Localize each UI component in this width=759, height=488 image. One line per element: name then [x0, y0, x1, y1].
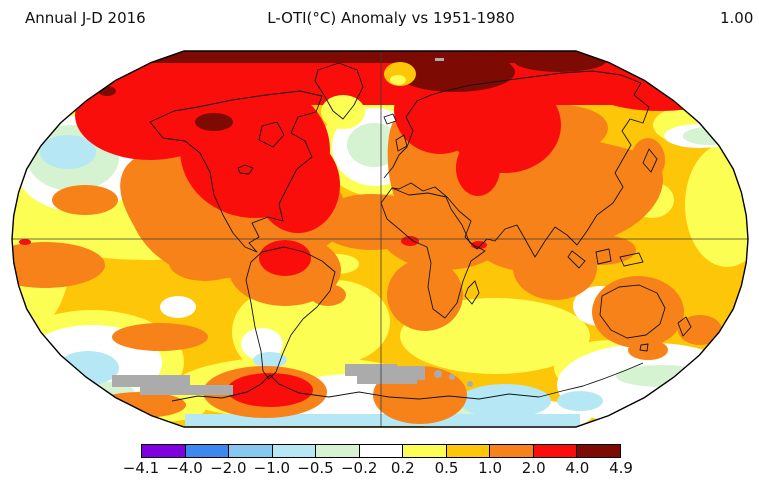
- colorbar-segment: [446, 445, 490, 457]
- regions-dark-red: [98, 51, 620, 131]
- coast-madagascar: [464, 280, 480, 305]
- period-label: Annual J-D 2016: [25, 9, 146, 27]
- coast-new-guinea: [619, 252, 644, 267]
- coast-sumatra: [567, 250, 586, 269]
- colorbar-segment: [316, 445, 359, 457]
- regions-patches: [321, 62, 416, 129]
- regions-light-cyan: [40, 135, 603, 426]
- colorbar-segment: [359, 445, 403, 457]
- colorbar-tick: 2.0: [521, 459, 546, 477]
- colorbar-tick: −4.0: [166, 459, 203, 477]
- colorbar-segment: [229, 445, 272, 457]
- colorbar-tick: 4.9: [609, 459, 633, 477]
- colorbar-tick: 0.2: [390, 459, 415, 477]
- graticule: [12, 51, 748, 427]
- coast-new-zealand: [677, 316, 692, 337]
- coast-greenland: [314, 62, 364, 120]
- coast-great-lakes: [237, 164, 254, 175]
- coastlines: [149, 62, 692, 402]
- colorbar-tick-labels: −4.1 −4.0 −2.0 −1.0 −0.5 −0.2 0.2 0.5 1.…: [123, 459, 633, 477]
- coast-tasmania: [639, 343, 649, 352]
- colorbar-tick: −4.1: [122, 459, 160, 477]
- coast-south-america: [245, 246, 336, 380]
- colorbar-tick: −0.5: [297, 459, 334, 477]
- coast-eurasia: [383, 70, 650, 258]
- regions-missing-data: [112, 58, 473, 395]
- coast-britain: [395, 134, 408, 152]
- coast-borneo: [595, 248, 612, 265]
- colorbar-segment: [272, 445, 316, 457]
- colorbar-tick: −1.0: [253, 459, 291, 477]
- coast-mediterranean: [391, 182, 448, 198]
- figure-title: L-OTI(°C) Anomaly vs 1951-1980: [267, 9, 515, 27]
- colorbar-segment: [533, 445, 577, 457]
- colorbar-segment: [403, 445, 446, 457]
- colorbar-tick: 0.5: [434, 459, 459, 477]
- coast-hudson-bay: [258, 121, 285, 148]
- coast-north-america: [149, 90, 323, 253]
- colorbar-tick: −0.2: [340, 459, 378, 477]
- colorbar-tick: 1.0: [478, 459, 503, 477]
- colorbar-tick: 4.0: [565, 459, 590, 477]
- coast-antarctica: [171, 362, 644, 402]
- colorbar: [141, 444, 621, 458]
- coast-australia: [599, 284, 666, 339]
- global-mean-value: 1.00: [720, 9, 754, 27]
- colorbar-tick: −2.0: [210, 459, 247, 477]
- colorbar-segment: [490, 445, 533, 457]
- coast-japan: [642, 148, 658, 173]
- colorbar-segment: [142, 445, 185, 457]
- coast-iceland: [383, 113, 397, 125]
- map-boundary: [11, 50, 749, 428]
- coast-africa: [380, 187, 486, 319]
- colorbar-segment: [185, 445, 229, 457]
- colorbar-segment: [577, 445, 621, 457]
